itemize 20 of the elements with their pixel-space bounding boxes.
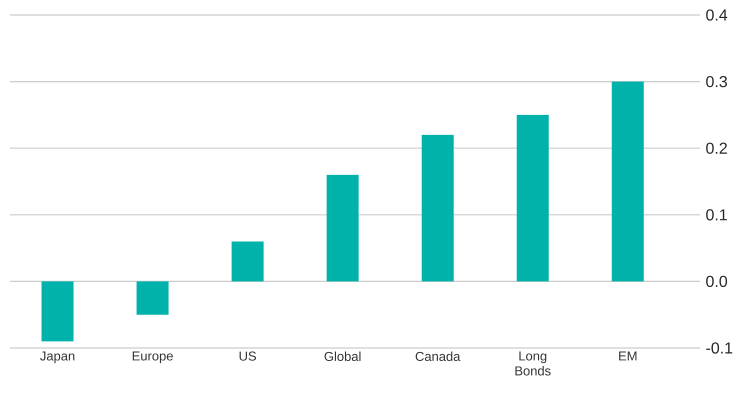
- bar: [232, 241, 264, 282]
- x-tick-label: EM: [619, 352, 636, 360]
- x-tick-label: Long Bonds: [515, 352, 551, 376]
- x-tick-label: US: [240, 352, 256, 361]
- x-tick-label: Global: [324, 352, 361, 362]
- x-tick-label: Japan: [40, 352, 74, 364]
- x-tick-label: Canada: [416, 352, 460, 362]
- y-tick-label: 0.0: [706, 276, 728, 288]
- bar: [136, 281, 169, 315]
- y-tick-label: -0.1: [706, 342, 732, 354]
- y-tick-label: 0.2: [706, 142, 727, 154]
- bar: [516, 114, 549, 282]
- bar: [422, 134, 454, 282]
- bar: [326, 174, 359, 282]
- y-tick-label: 0.1: [706, 209, 727, 220]
- y-tick-label: 0.3: [706, 76, 727, 88]
- y-tick-label: 0.4: [706, 9, 728, 21]
- bar: [42, 281, 74, 342]
- bar: [612, 82, 644, 282]
- x-tick-label: Europe: [132, 352, 173, 364]
